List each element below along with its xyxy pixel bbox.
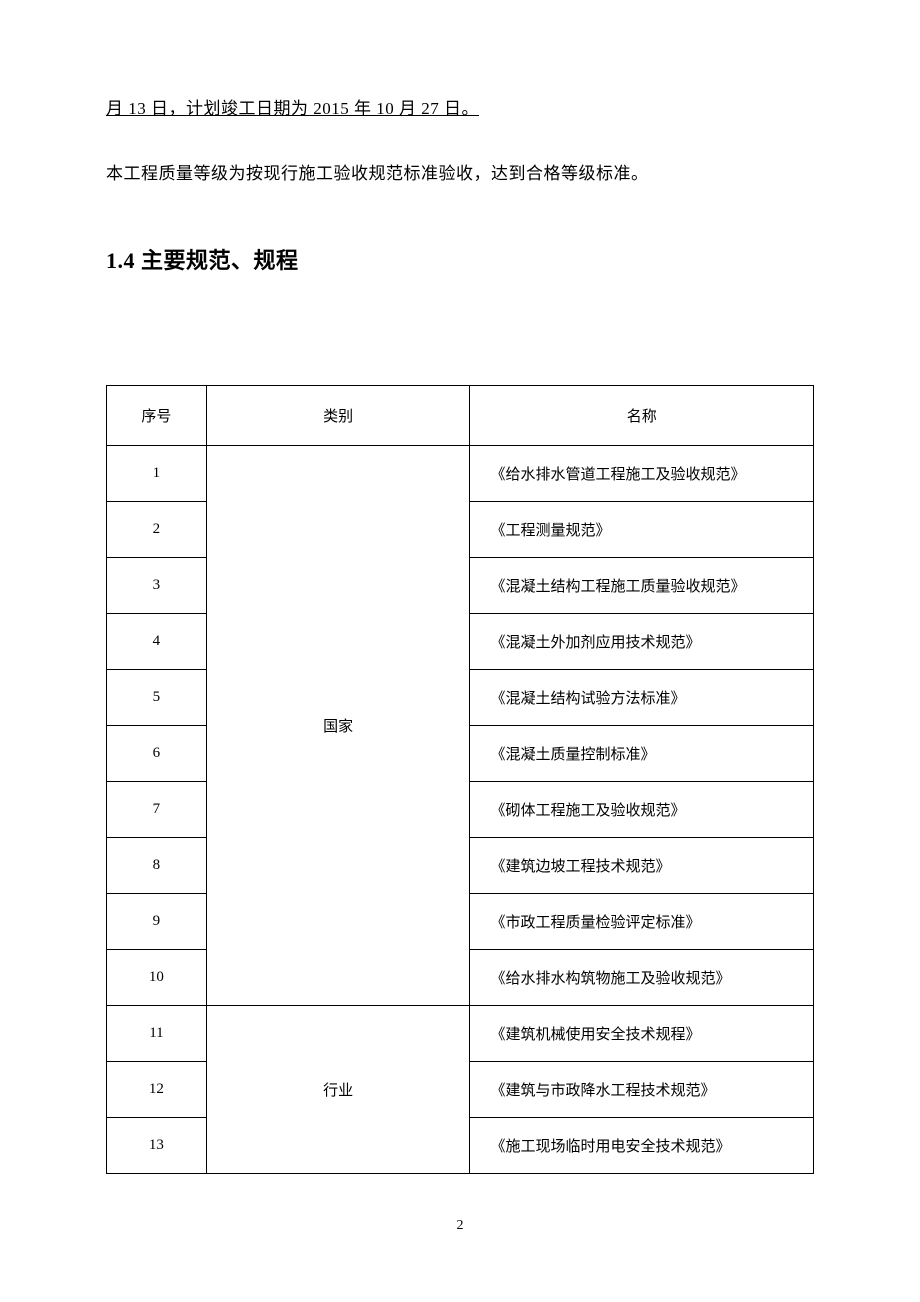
- header-seq: 序号: [107, 386, 207, 446]
- cell-seq: 9: [107, 894, 207, 950]
- cell-name: 《混凝土结构工程施工质量验收规范》: [470, 558, 814, 614]
- paragraph-underlined: 月 13 日，计划竣工日期为 2015 年 10 月 27 日。: [106, 95, 814, 122]
- table-header-row: 序号 类别 名称: [107, 386, 814, 446]
- cell-seq: 5: [107, 670, 207, 726]
- header-name: 名称: [470, 386, 814, 446]
- cell-seq: 13: [107, 1118, 207, 1174]
- cell-name: 《砌体工程施工及验收规范》: [470, 782, 814, 838]
- cell-seq: 6: [107, 726, 207, 782]
- page-number: 2: [0, 1218, 920, 1234]
- cell-name: 《混凝土结构试验方法标准》: [470, 670, 814, 726]
- cell-seq: 11: [107, 1006, 207, 1062]
- cell-seq: 4: [107, 614, 207, 670]
- cell-name: 《建筑机械使用安全技术规程》: [470, 1006, 814, 1062]
- table-row: 11行业《建筑机械使用安全技术规程》: [107, 1006, 814, 1062]
- cell-seq: 12: [107, 1062, 207, 1118]
- table-row: 1国家《给水排水管道工程施工及验收规范》: [107, 446, 814, 502]
- cell-name: 《混凝土外加剂应用技术规范》: [470, 614, 814, 670]
- cell-name: 《建筑与市政降水工程技术规范》: [470, 1062, 814, 1118]
- cell-name: 《给水排水构筑物施工及验收规范》: [470, 950, 814, 1006]
- standards-table: 序号 类别 名称 1国家《给水排水管道工程施工及验收规范》2《工程测量规范》3《…: [106, 385, 814, 1174]
- cell-category: 行业: [206, 1006, 470, 1174]
- cell-category: 国家: [206, 446, 470, 1006]
- cell-name: 《混凝土质量控制标准》: [470, 726, 814, 782]
- cell-seq: 10: [107, 950, 207, 1006]
- cell-name: 《给水排水管道工程施工及验收规范》: [470, 446, 814, 502]
- cell-name: 《施工现场临时用电安全技术规范》: [470, 1118, 814, 1174]
- cell-seq: 1: [107, 446, 207, 502]
- cell-name: 《建筑边坡工程技术规范》: [470, 838, 814, 894]
- header-category: 类别: [206, 386, 470, 446]
- paragraph-normal: 本工程质量等级为按现行施工验收规范标准验收，达到合格等级标准。: [106, 160, 814, 187]
- cell-name: 《市政工程质量检验评定标准》: [470, 894, 814, 950]
- cell-seq: 8: [107, 838, 207, 894]
- cell-name: 《工程测量规范》: [470, 502, 814, 558]
- cell-seq: 2: [107, 502, 207, 558]
- cell-seq: 3: [107, 558, 207, 614]
- cell-seq: 7: [107, 782, 207, 838]
- section-heading: 1.4 主要规范、规程: [106, 243, 814, 275]
